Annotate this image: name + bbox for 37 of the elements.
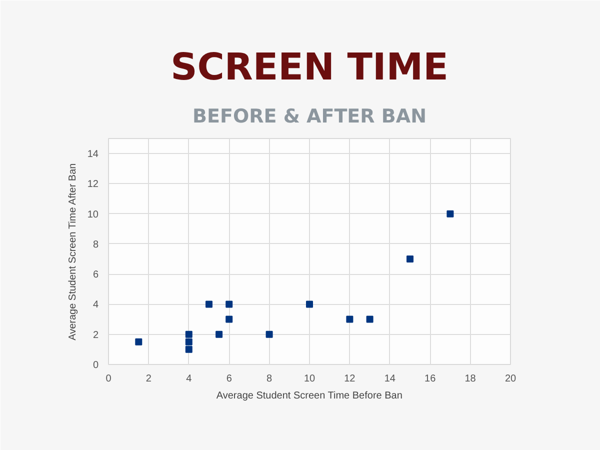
- point: [185, 346, 192, 353]
- point: [206, 300, 212, 308]
- x-tick-label: 12: [344, 374, 356, 384]
- y-tick-label: 12: [87, 179, 99, 190]
- x-tick-label: 0: [106, 374, 112, 384]
- x-tick-label: 20: [504, 374, 516, 384]
- point: [226, 300, 233, 308]
- y-tick-label: 0: [92, 360, 99, 371]
- y-tick-label: 10: [87, 209, 99, 220]
- point: [135, 338, 142, 346]
- point: [366, 316, 374, 323]
- y-tick-label: 6: [92, 270, 99, 281]
- x-tick-label: 6: [226, 374, 232, 384]
- x-tick-label: 4: [186, 374, 192, 384]
- y-tick-label: 8: [92, 239, 99, 250]
- y-axis-title: Average Student Screen Time After Ban: [67, 163, 78, 340]
- x-tick-label: 16: [424, 374, 436, 384]
- x-tick-label: 8: [266, 374, 273, 384]
- x-tick-label: 14: [384, 374, 396, 384]
- point: [216, 330, 223, 338]
- point: [226, 316, 233, 323]
- y-tick-label: 14: [87, 149, 99, 160]
- point: [185, 338, 192, 346]
- x-axis-title: Average Student Screen Time Before Ban: [216, 390, 402, 402]
- point: [406, 256, 414, 263]
- x-tick-label: 2: [146, 374, 152, 384]
- y-tick-label: 4: [92, 300, 99, 311]
- chart-title: SCREEN TIME: [170, 46, 448, 88]
- chart-subtitle: BEFORE & AFTER BAN: [192, 106, 426, 128]
- point: [346, 316, 354, 323]
- y-tick-label: 2: [92, 330, 99, 341]
- point: [185, 330, 192, 338]
- point: [306, 300, 313, 308]
- x-tick-label: 18: [464, 374, 476, 384]
- point: [266, 330, 273, 338]
- point: [446, 210, 454, 218]
- x-tick-label: 10: [304, 374, 316, 384]
